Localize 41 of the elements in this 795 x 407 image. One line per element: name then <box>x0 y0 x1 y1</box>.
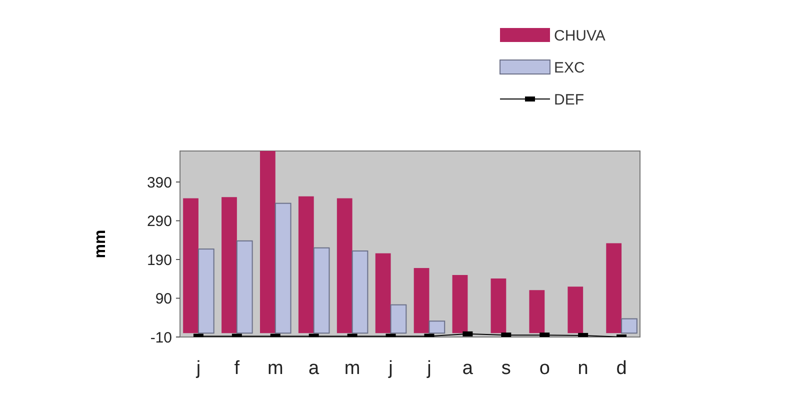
x-tick-label: m <box>267 358 284 379</box>
bar <box>336 198 352 334</box>
y-tick-label: 290 <box>146 213 172 230</box>
bar <box>390 304 407 334</box>
x-tick-label: a <box>462 358 474 379</box>
x-tick-label: o <box>539 358 550 379</box>
bar <box>414 268 430 334</box>
bar <box>621 318 638 334</box>
bar <box>490 278 506 334</box>
x-tick-label: j <box>426 358 432 379</box>
x-tick-label: d <box>616 358 627 379</box>
legend-label: DEF <box>554 91 584 108</box>
x-tick-label: f <box>234 358 240 379</box>
y-tick-label: 90 <box>155 290 172 308</box>
legend-label: CHUVA <box>554 27 606 44</box>
bar <box>568 286 584 334</box>
bar <box>198 248 214 334</box>
y-tick-label: 390 <box>146 174 172 192</box>
bar <box>452 275 468 334</box>
bar <box>606 243 622 334</box>
bar <box>529 290 545 334</box>
bar <box>183 198 198 334</box>
bar <box>352 250 368 334</box>
bar <box>298 196 314 334</box>
bar <box>274 202 292 334</box>
x-tick-label: a <box>308 358 320 379</box>
bar <box>375 253 391 334</box>
bar <box>313 247 330 334</box>
legend-label: EXC <box>554 59 586 76</box>
bar <box>222 197 237 334</box>
x-tick-label: s <box>501 358 511 379</box>
bar <box>260 151 276 334</box>
y-tick-label: 190 <box>146 252 172 269</box>
y-axis-title: mm <box>92 230 109 258</box>
y-tick-label: -10 <box>150 329 172 346</box>
x-tick-label: m <box>344 358 360 379</box>
x-tick-label: n <box>578 358 588 379</box>
x-tick-label: j <box>195 358 201 379</box>
x-tick-label: j <box>388 358 393 379</box>
bar <box>428 320 446 334</box>
bar <box>236 240 253 334</box>
